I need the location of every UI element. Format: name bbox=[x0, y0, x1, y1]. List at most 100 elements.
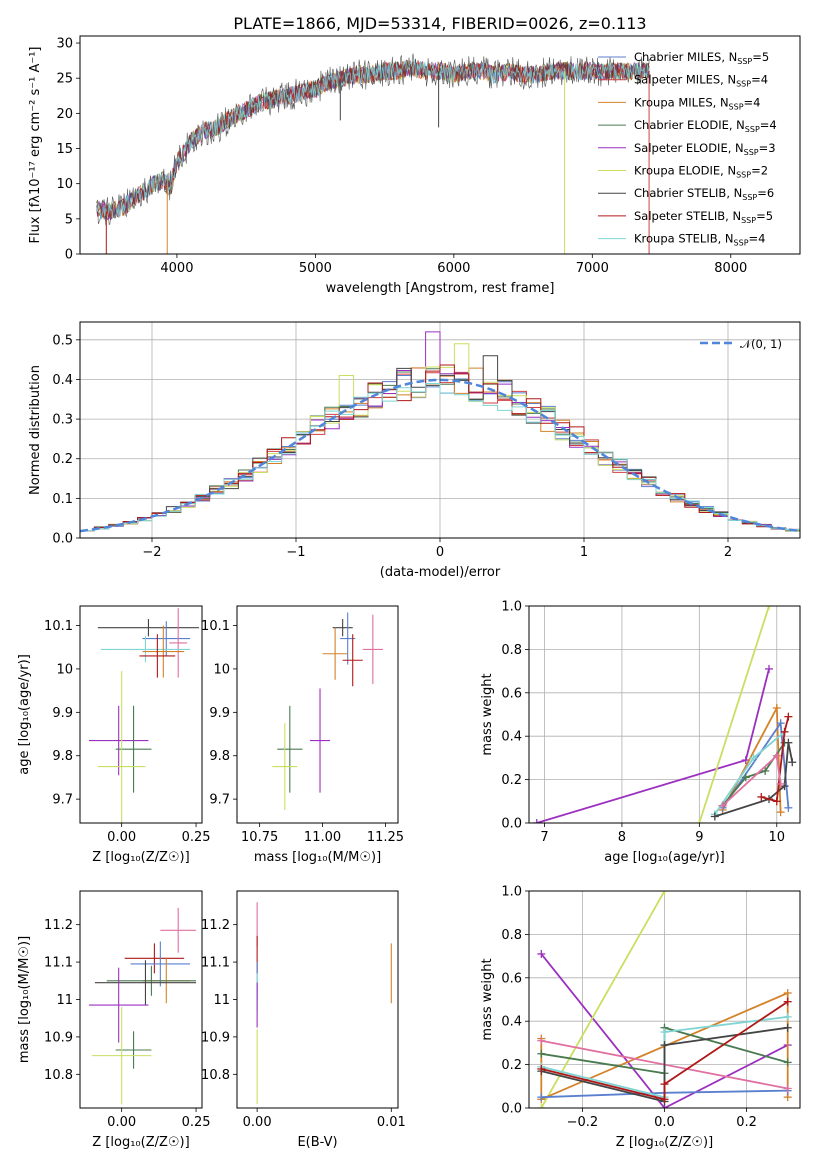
y-tick-label: 10 bbox=[56, 177, 73, 192]
plus-marker bbox=[710, 812, 719, 821]
y-tick-label: 10.9 bbox=[201, 1030, 230, 1045]
legend-entry: Kroupa MILES, NSSP=4 bbox=[634, 95, 760, 111]
x-tick-label: 0.00 bbox=[107, 1115, 136, 1130]
errorbar-point bbox=[124, 943, 185, 974]
x-tick-label: 0.25 bbox=[182, 1115, 211, 1130]
y-axis-label: mass weight bbox=[480, 958, 495, 1040]
y-tick-label: 0.2 bbox=[501, 773, 522, 788]
y-axis-label: age [log₁₀(age/yr)] bbox=[17, 654, 32, 775]
plus-marker bbox=[660, 1095, 669, 1104]
weight-line-chabrier_stelib bbox=[541, 1026, 788, 1103]
y-tick-label: 0.0 bbox=[501, 1102, 522, 1117]
age-vs-Z-plot-area bbox=[88, 608, 200, 823]
plus-marker bbox=[784, 738, 793, 747]
weight-vs-age-frame bbox=[528, 605, 801, 824]
plus-marker bbox=[783, 1084, 792, 1093]
plus-marker bbox=[660, 1028, 669, 1037]
errorbar-point bbox=[277, 705, 303, 793]
plus-marker bbox=[749, 753, 758, 762]
x-tick-label: 1 bbox=[580, 545, 588, 560]
spectrum-line-kroupa_stelib bbox=[96, 58, 651, 220]
x-axis-label: wavelength [Angstrom, rest frame] bbox=[326, 281, 555, 296]
spectrum-line-chabrier_elodie bbox=[96, 60, 651, 220]
y-tick-label: 11.2 bbox=[201, 918, 230, 933]
errorbar-point bbox=[115, 1031, 152, 1069]
y-axis-label: Flux [fλ10⁻¹⁷ erg cm⁻² s⁻¹ A⁻¹] bbox=[28, 47, 43, 244]
legend-entry: Kroupa ELODIE, NSSP=2 bbox=[634, 164, 768, 180]
x-tick-label: 10 bbox=[768, 830, 785, 845]
y-tick-label: 9.8 bbox=[52, 749, 73, 764]
x-tick-label: 2 bbox=[724, 545, 732, 560]
mass-vs-Z-frame bbox=[79, 890, 203, 1109]
mass-vs-ebv-axes: 0.00 0.01 10.8 10.9 11 11.1 11.2 E(B-V) bbox=[201, 918, 406, 1150]
plus-marker bbox=[765, 664, 774, 673]
errorbar-point bbox=[169, 608, 188, 678]
plus-marker bbox=[660, 1080, 669, 1089]
plus-marker bbox=[741, 773, 750, 782]
plus-marker bbox=[695, 819, 704, 823]
y-tick-label: 11 bbox=[213, 993, 230, 1008]
normal-curve bbox=[80, 378, 800, 533]
legend-entry: Chabrier MILES, NSSP=5 bbox=[634, 50, 769, 66]
y-tick-label: 5 bbox=[65, 212, 73, 227]
legend-entry: 𝒩(0, 1) bbox=[740, 337, 782, 351]
y-axis-label: mass [log₁₀(M/M☉)] bbox=[17, 936, 32, 1063]
plus-marker bbox=[537, 1036, 546, 1045]
x-axis-label: Z [log₁₀(Z/Z☉)] bbox=[92, 1135, 189, 1150]
weight-line-salpeter_stelib bbox=[541, 1000, 789, 1101]
plus-marker bbox=[776, 808, 785, 817]
y-tick-label: 9.9 bbox=[52, 706, 73, 721]
x-axis-label: mass [log₁₀(M/M☉)] bbox=[254, 850, 381, 865]
legend-entry: Salpeter STELIB, NSSP=5 bbox=[634, 209, 773, 225]
age-vs-mass-frame bbox=[236, 605, 399, 824]
spectrum-line-chabrier_miles bbox=[96, 60, 651, 219]
weight-line-pink bbox=[721, 753, 782, 807]
errorbar-point bbox=[97, 619, 200, 637]
weight-vs-Z-axes: −0.2 0.0 0.2 0.0 0.2 0.4 0.6 0.8 1.0 Z [log₁₀(Z/Z… bbox=[480, 885, 800, 1150]
y-tick-label: 10.8 bbox=[201, 1068, 230, 1083]
errorbar-point bbox=[342, 634, 363, 687]
x-tick-label: 0.25 bbox=[182, 830, 211, 845]
x-tick-label: −2 bbox=[142, 545, 161, 560]
residual-histogram-plot-area bbox=[80, 331, 800, 533]
y-axis-label: Normed distribution bbox=[28, 365, 43, 495]
spectrum-axes: 4000 5000 6000 7000 8000 0 5 10 15 20 25 30 waveleng… bbox=[28, 37, 747, 296]
errorbar-point bbox=[130, 941, 191, 987]
spectrum-frame bbox=[79, 35, 801, 255]
errorbar-point bbox=[106, 965, 197, 996]
y-tick-label: 9.7 bbox=[52, 793, 73, 808]
x-tick-label: 7 bbox=[540, 830, 548, 845]
errorbar-point bbox=[332, 619, 353, 637]
errorbar-point bbox=[322, 627, 348, 680]
y-tick-label: 0.8 bbox=[501, 928, 522, 943]
y-tick-label: 0.8 bbox=[501, 643, 522, 658]
spectrum-line-kroupa_elodie bbox=[96, 60, 650, 220]
errorbar-point bbox=[139, 634, 176, 678]
errorbar-point bbox=[91, 1006, 152, 1105]
x-axis-label: Z [log₁₀(Z/Z☉)] bbox=[92, 850, 189, 865]
weight-line-salpeter_elodie bbox=[540, 953, 789, 1108]
legend-entry: Chabrier STELIB, NSSP=6 bbox=[634, 186, 774, 202]
plus-marker bbox=[772, 751, 781, 760]
y-tick-label: 9.8 bbox=[209, 749, 230, 764]
y-tick-label: 1.0 bbox=[501, 600, 522, 615]
plus-marker bbox=[776, 719, 785, 728]
x-tick-label: 0.2 bbox=[736, 1115, 757, 1130]
spectrum-line-salpeter_stelib bbox=[96, 60, 651, 220]
age-vs-Z-frame bbox=[79, 605, 203, 824]
x-tick-label: 8000 bbox=[714, 261, 747, 276]
plus-marker bbox=[783, 997, 792, 1006]
x-tick-label: 5000 bbox=[299, 261, 332, 276]
y-tick-label: 0.2 bbox=[501, 1058, 522, 1073]
y-tick-label: 0.0 bbox=[501, 817, 522, 832]
errorbar-point bbox=[97, 671, 146, 823]
x-tick-label: 9 bbox=[695, 830, 703, 845]
weight-line-kroupa_elodie bbox=[698, 606, 770, 823]
y-tick-label: 30 bbox=[56, 37, 73, 52]
histogram-salpeter_stelib bbox=[80, 364, 800, 532]
plus-marker bbox=[761, 766, 770, 775]
errorbar-point bbox=[272, 723, 298, 810]
y-tick-label: 11 bbox=[56, 993, 73, 1008]
mass-vs-Z-plot-area bbox=[88, 907, 197, 1105]
